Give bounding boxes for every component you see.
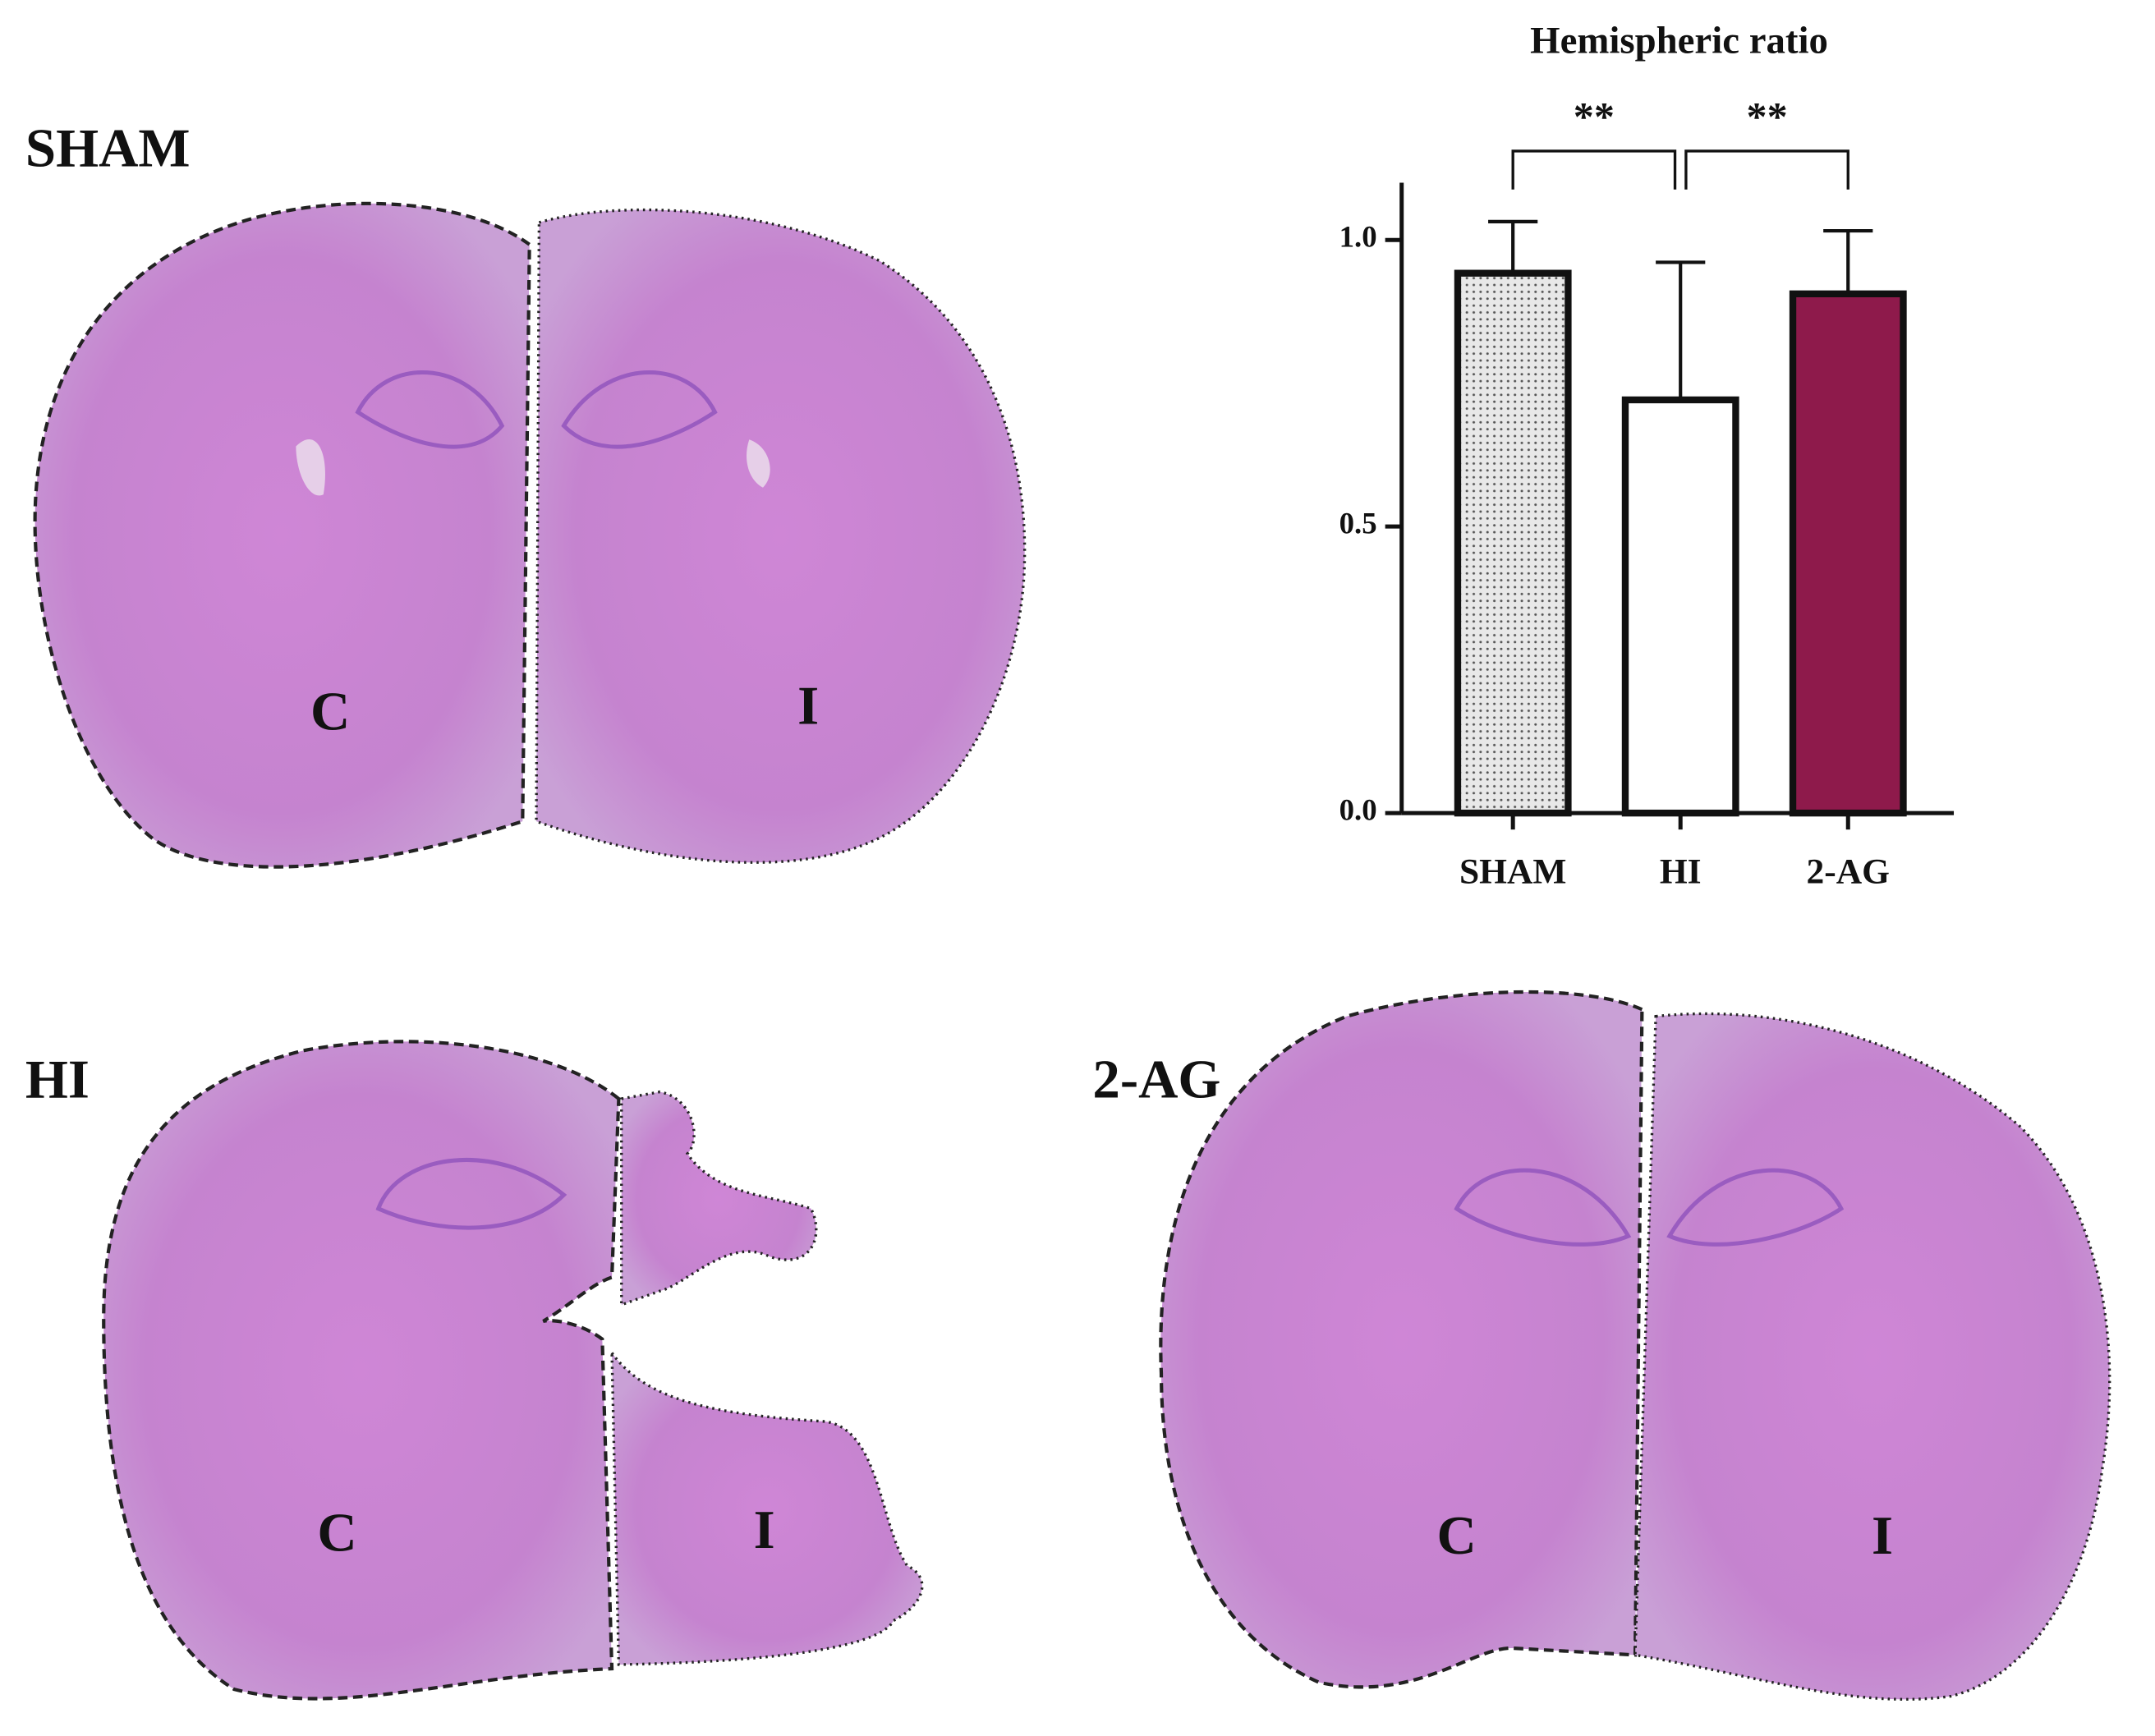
y-tick-label: 0.5 (1339, 507, 1377, 540)
x-tick-label: SHAM (1459, 852, 1566, 891)
significance-bracket (1684, 149, 1849, 190)
hemisphere-label: I (797, 676, 819, 737)
chart-title: Hemispheric ratio (1530, 19, 1828, 62)
panel-label: HI (25, 1049, 90, 1110)
hemisphere-label: I (754, 1499, 775, 1560)
bar (1454, 269, 1572, 817)
y-tick-label: 1.0 (1339, 220, 1377, 254)
bar (1621, 396, 1739, 817)
significance-label: ** (1747, 94, 1788, 140)
panel-label: SHAM (25, 118, 191, 179)
hemisphere-label: C (310, 681, 350, 742)
significance-label: ** (1574, 94, 1615, 140)
sham-brain (33, 201, 1027, 869)
y-tick-label: 0.0 (1339, 793, 1377, 827)
panel-label: 2-AG (1092, 1049, 1220, 1110)
2ag-brain (1159, 990, 2111, 1701)
x-tick-label: HI (1660, 852, 1702, 891)
bar-chart: 0.0 0.5 1.0 SHAM HI 2-AG ** ** (1339, 94, 1955, 891)
hemisphere-label: I (1872, 1505, 1893, 1566)
x-tick-label: 2-AG (1807, 852, 1890, 891)
bar (1789, 290, 1907, 817)
hemisphere-label: C (1436, 1505, 1476, 1566)
hemisphere-label: C (317, 1503, 356, 1564)
significance-bracket (1511, 149, 1677, 190)
hi-brain (102, 1040, 924, 1701)
